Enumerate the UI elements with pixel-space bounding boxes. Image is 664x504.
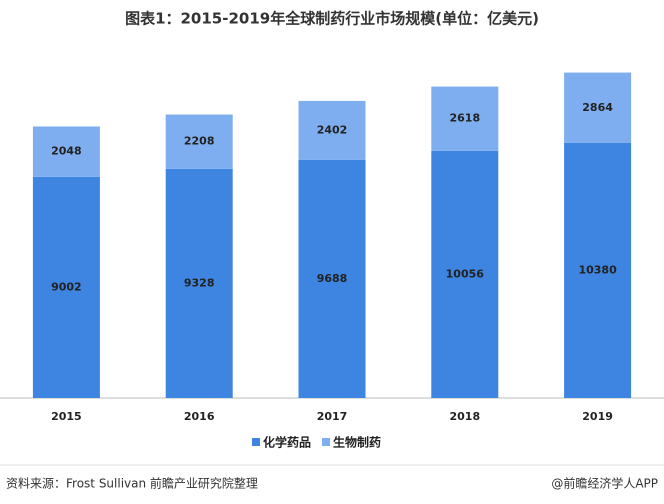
value-label: 2864 [582, 101, 613, 114]
bar-segment [165, 114, 233, 169]
value-label: 9688 [317, 272, 348, 285]
bar-segment [431, 150, 499, 398]
bar-segment [564, 142, 632, 398]
legend-swatch [252, 438, 260, 446]
bar-segment [32, 126, 100, 177]
bar-segment [564, 72, 632, 143]
legend-label: 生物制药 [333, 435, 381, 450]
bar-segment [165, 168, 233, 398]
bar-segment [298, 159, 366, 398]
x-tick-label: 2019 [582, 410, 613, 423]
x-tick-label: 2015 [51, 410, 82, 423]
value-label: 2402 [317, 123, 348, 136]
x-tick-label: 2016 [184, 410, 215, 423]
value-label: 2208 [184, 135, 215, 148]
value-label: 10380 [578, 263, 617, 276]
source: 资料来源：Frost Sullivan 前瞻产业研究院整理 [6, 476, 258, 491]
x-tick-label: 2018 [449, 410, 480, 423]
value-label: 9328 [184, 276, 215, 289]
chart-title: 图表1：2015-2019年全球制药行业市场规模(单位：亿美元) [125, 10, 539, 28]
credit: @前瞻经济学人APP [551, 476, 658, 491]
legend-swatch [322, 438, 330, 446]
value-label: 2048 [51, 145, 82, 158]
bar-segment [431, 86, 499, 151]
value-label: 10056 [446, 267, 485, 280]
legend-label: 化学药品 [263, 435, 311, 450]
value-label: 9002 [51, 280, 82, 293]
bar-segment [32, 176, 100, 398]
x-tick-label: 2017 [317, 410, 348, 423]
bar-segment [298, 100, 366, 160]
value-label: 2618 [449, 112, 480, 125]
